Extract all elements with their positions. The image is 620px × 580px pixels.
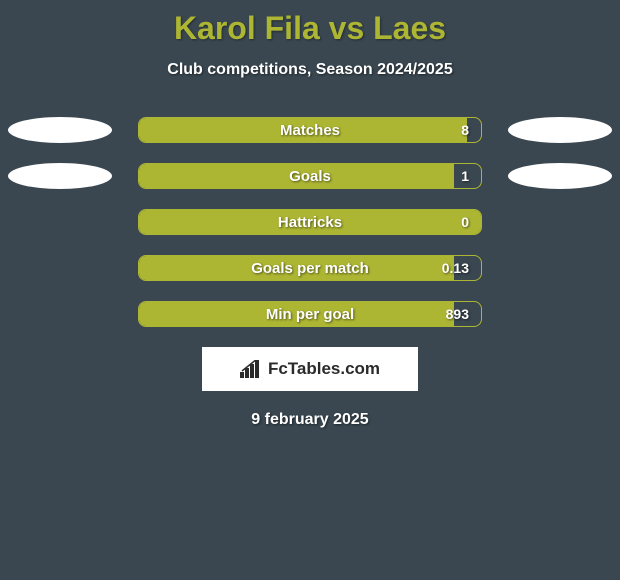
placeholder-ellipse-right xyxy=(508,163,612,189)
branding-logo-text: FcTables.com xyxy=(268,359,380,379)
stat-row: Hattricks 0 xyxy=(0,209,620,235)
stat-bar-fill xyxy=(139,302,454,326)
bars-icon xyxy=(240,360,262,378)
placeholder-ellipse-left xyxy=(8,117,112,143)
stat-bar-fill xyxy=(139,256,454,280)
stat-row: Matches 8 xyxy=(0,117,620,143)
stat-bar-fill xyxy=(139,164,454,188)
stat-row: Goals per match 0.13 xyxy=(0,255,620,281)
stat-row: Goals 1 xyxy=(0,163,620,189)
page-title: Karol Fila vs Laes xyxy=(0,0,620,47)
stat-bar-fill xyxy=(139,210,481,234)
stat-row: Min per goal 893 xyxy=(0,301,620,327)
stat-bar: Matches 8 xyxy=(138,117,482,143)
stat-bar: Goals per match 0.13 xyxy=(138,255,482,281)
stats-container: Matches 8 Goals 1 Hattricks 0 Goals per … xyxy=(0,117,620,327)
stat-bar: Hattricks 0 xyxy=(138,209,482,235)
placeholder-ellipse-left xyxy=(8,163,112,189)
stat-bar: Min per goal 893 xyxy=(138,301,482,327)
stat-bar-fill xyxy=(139,118,467,142)
season-subtitle: Club competitions, Season 2024/2025 xyxy=(0,61,620,79)
placeholder-ellipse-right xyxy=(508,117,612,143)
footer-date: 9 february 2025 xyxy=(0,411,620,429)
stat-value: 1 xyxy=(461,168,469,184)
branding-logo[interactable]: FcTables.com xyxy=(202,347,418,391)
stat-bar: Goals 1 xyxy=(138,163,482,189)
